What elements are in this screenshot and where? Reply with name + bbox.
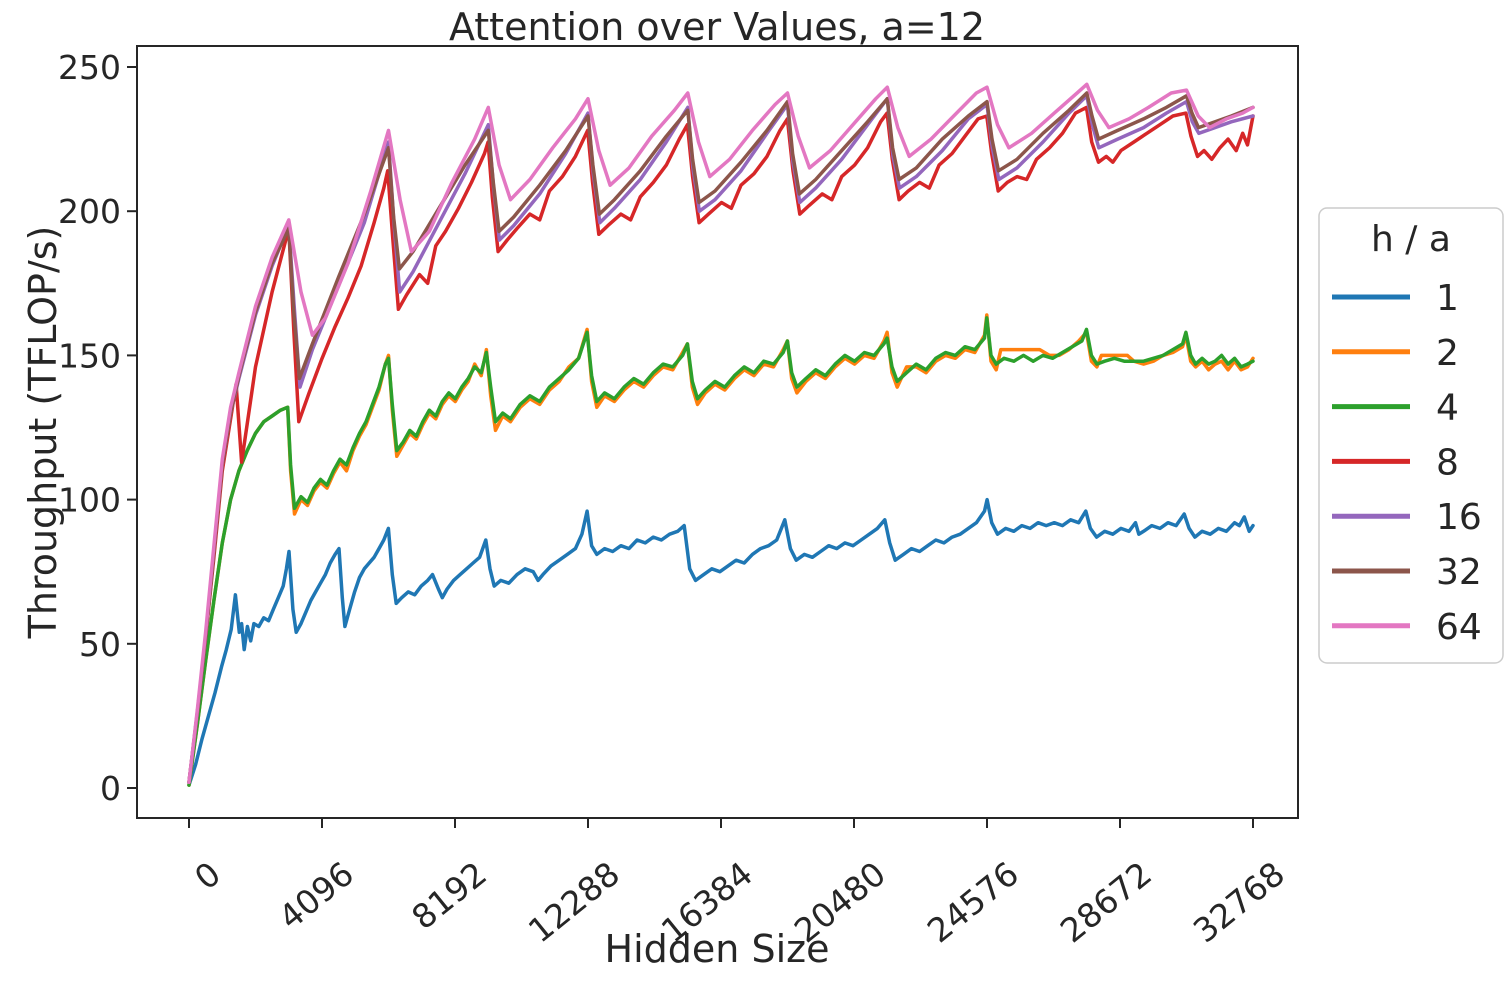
x-tick-label: 8192 [404,854,494,937]
legend-label-16: 16 [1436,497,1482,538]
series-lines [187,82,1255,787]
y-tick-label: 200 [58,192,121,231]
series-line-8 [187,105,1255,784]
series-line-64 [187,82,1255,784]
x-tick-label: 32768 [1186,854,1292,950]
series-line-1 [187,497,1255,787]
legend: h / a 1 2 4 8 16 32 64 [1318,207,1504,664]
y-tick-label: 150 [58,336,121,375]
legend-box [1318,207,1504,664]
x-axis-label: Hidden Size [605,927,830,971]
y-tick-label: 100 [58,481,121,520]
y-axis-label: Throughput (TFLOP/s) [21,226,65,640]
x-tick-label: 24576 [920,854,1026,950]
legend-label-32: 32 [1436,552,1482,593]
plot-border [136,45,1299,819]
y-tick-label: 0 [100,769,121,808]
series-line-4 [187,316,1255,787]
legend-label-4: 4 [1436,388,1459,429]
legend-label-1: 1 [1436,278,1459,319]
series-line-32 [187,91,1255,784]
series-line-16 [187,94,1255,784]
x-tick-label: 0 [187,854,228,898]
y-ticks: 0 50 100 150 200 250 [58,48,137,808]
y-tick-label: 250 [58,48,121,87]
chart-title: Attention over Values, a=12 [449,5,985,49]
x-tick-label: 4096 [271,854,361,937]
y-tick-label: 50 [79,625,121,664]
legend-title: h / a [1371,219,1451,260]
legend-label-64: 64 [1436,607,1482,648]
legend-label-2: 2 [1436,333,1459,374]
legend-label-8: 8 [1436,442,1459,483]
x-tick-label: 28672 [1053,854,1159,950]
